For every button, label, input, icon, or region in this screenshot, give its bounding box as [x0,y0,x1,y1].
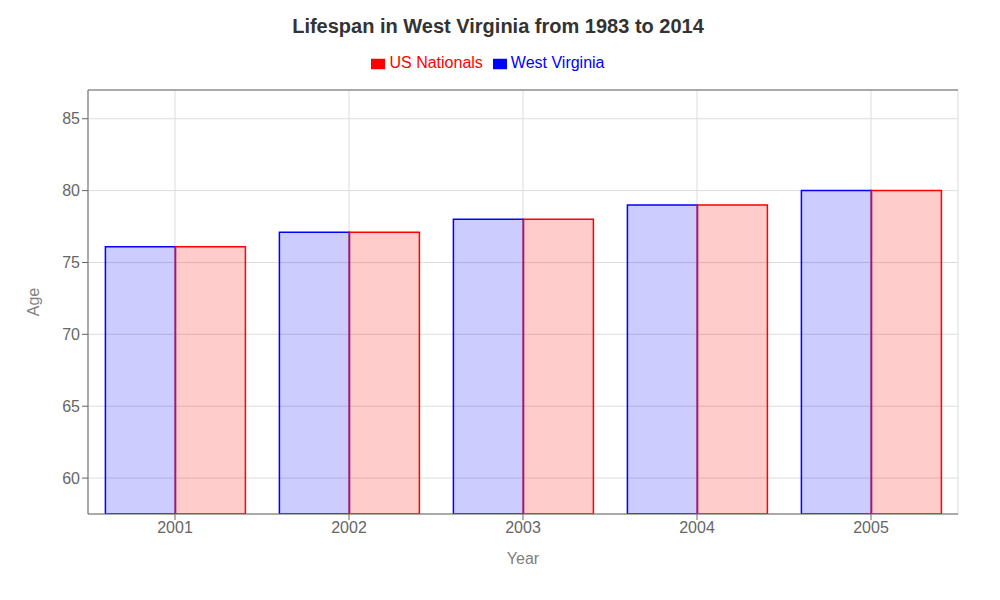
html-text:West Virginia: West Virginia [510,54,605,71]
svg-text:2001: 2001 [157,519,193,536]
svg-text:2002: 2002 [331,519,367,536]
svg-text:60: 60 [62,470,80,487]
svg-text:2004: 2004 [679,519,715,536]
svg-text:Age: Age [25,288,42,317]
svg-text:80: 80 [62,182,80,199]
svg-text:2003: 2003 [505,519,541,536]
svg-text:75: 75 [62,254,80,271]
svg-text:Year: Year [507,550,540,567]
svg-text:70: 70 [62,326,80,343]
html-text:US Nationals: US Nationals [389,54,483,71]
svg-text:85: 85 [62,110,80,127]
svg-text:65: 65 [62,398,80,415]
svg-text:2005: 2005 [853,519,889,536]
html-text:Lifespan in West Virginia from: Lifespan in West Virginia from 1983 to 2… [292,15,704,37]
